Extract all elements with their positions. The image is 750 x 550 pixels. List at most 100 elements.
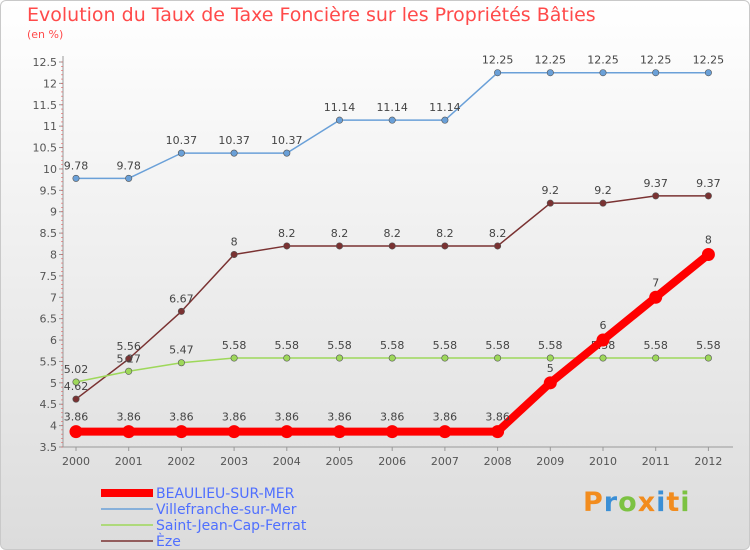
y-tick-label: 10 [43,163,57,176]
series-line [75,71,710,180]
data-label: 9.37 [696,177,721,190]
data-label: 11.14 [324,101,356,114]
data-label: 11.14 [429,101,461,114]
data-label: 12.25 [640,54,672,67]
data-point [385,425,399,439]
data-label: 3.86 [327,411,352,424]
data-point [283,354,291,362]
data-point [494,69,502,77]
data-point [335,354,343,362]
data-label: 5.58 [696,339,721,352]
data-label: 12.25 [535,54,567,67]
data-point [177,307,185,315]
data-point [652,354,660,362]
data-label: 5.58 [433,339,458,352]
data-point [388,116,396,124]
x-tick-label: 2001 [115,455,143,468]
data-point [543,376,557,390]
data-label: 6 [600,319,607,332]
data-label: 10.37 [271,134,303,147]
x-tick-label: 2008 [484,455,512,468]
data-point [335,116,343,124]
data-point [596,333,610,347]
data-point [652,69,660,77]
data-point [388,242,396,250]
data-point [333,425,346,439]
data-label: 5.02 [64,363,89,376]
x-tick-label: 2007 [431,455,459,468]
data-point [283,242,291,250]
legend-label: Villefranche-sur-Mer [156,502,297,518]
y-tick-label: 9 [50,206,57,219]
data-label: 3.86 [169,411,194,424]
y-tick-label: 3.5 [40,441,58,454]
data-label: 3.86 [485,411,510,424]
x-tick-label: 2011 [642,455,670,468]
data-label: 3.86 [64,411,89,424]
data-label: 5.58 [222,339,247,352]
data-point [230,149,238,157]
y-tick-label: 11.5 [33,99,58,112]
data-label: 5.47 [169,344,194,357]
data-label: 5.58 [538,339,563,352]
chart-title: Evolution du Taux de Taxe Foncière sur l… [27,4,596,26]
data-point [649,290,663,304]
data-label: 5.58 [327,339,352,352]
data-label: 10.37 [166,134,198,147]
data-label: 3.86 [222,411,247,424]
data-point [177,149,185,157]
data-label: 12.25 [482,54,514,67]
x-tick-label: 2009 [536,455,564,468]
series-line [75,357,710,383]
y-tick-label: 8.5 [40,227,58,240]
data-label: 3.86 [380,411,405,424]
data-label: 5.27 [116,352,141,365]
data-point [599,69,607,77]
data-label: 10.37 [218,134,250,147]
data-point [72,395,80,403]
data-label: 9.78 [116,159,141,172]
x-tick-label: 2000 [62,455,90,468]
data-point [652,192,660,200]
y-tick-label: 5.5 [40,355,58,368]
data-label: 9.2 [542,184,560,197]
x-tick-label: 2006 [378,455,406,468]
data-point [122,425,136,439]
chart-subtitle: (en %) [27,28,64,41]
data-point [230,354,238,362]
data-point [441,242,449,250]
data-point [72,378,80,386]
y-tick-label: 11 [43,120,57,133]
data-point [177,359,185,367]
data-label: 5.58 [380,339,405,352]
y-tick-label: 7 [50,291,57,304]
data-point [546,69,554,77]
data-point [388,354,396,362]
data-point [546,354,554,362]
x-tick-label: 2005 [326,455,354,468]
data-point [335,242,343,250]
data-point [280,425,294,439]
y-tick-label: 12.5 [33,56,58,69]
data-label: 3.86 [433,411,458,424]
data-label: 8.2 [331,227,349,240]
x-tick-label: 2002 [167,455,195,468]
data-label: 5 [547,362,554,375]
data-label: 5.58 [485,339,510,352]
y-tick-label: 4.5 [40,398,58,411]
data-label: 5.56 [116,340,141,353]
data-point [230,251,238,259]
data-point [599,354,607,362]
y-tick-label: 8 [50,249,57,262]
data-point [704,192,712,200]
data-point [441,116,449,124]
data-label: 3.86 [116,411,141,424]
data-label: 3.86 [275,411,300,424]
data-label: 9.2 [594,184,612,197]
data-point [599,199,607,207]
y-tick-label: 5 [50,377,57,390]
data-label: 12.25 [587,54,619,67]
x-tick-label: 2003 [220,455,248,468]
data-point [283,149,291,157]
